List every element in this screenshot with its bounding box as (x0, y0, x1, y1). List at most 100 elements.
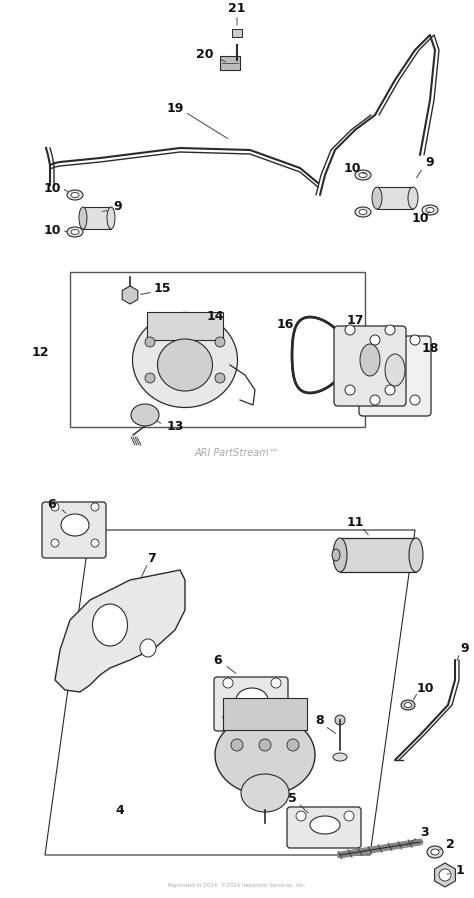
Ellipse shape (67, 227, 83, 237)
Text: 17: 17 (346, 313, 364, 327)
Text: 4: 4 (116, 804, 124, 816)
Bar (340, 538, 416, 572)
Text: 9: 9 (461, 641, 469, 655)
Ellipse shape (61, 514, 89, 536)
Ellipse shape (92, 604, 128, 646)
Circle shape (51, 503, 59, 511)
Ellipse shape (427, 846, 443, 858)
Text: 15: 15 (153, 283, 171, 295)
Text: 16: 16 (276, 319, 294, 331)
Ellipse shape (140, 639, 156, 657)
Circle shape (385, 385, 395, 395)
Text: 10: 10 (411, 212, 429, 224)
Text: 12: 12 (31, 347, 49, 359)
Ellipse shape (355, 207, 371, 217)
Text: 10: 10 (343, 162, 361, 174)
Text: 18: 18 (421, 341, 439, 355)
Circle shape (145, 373, 155, 383)
Text: 10: 10 (43, 224, 61, 236)
Ellipse shape (67, 190, 83, 200)
Text: 13: 13 (166, 419, 184, 433)
Text: 20: 20 (196, 48, 214, 61)
Ellipse shape (310, 816, 340, 834)
Bar (377, 187, 413, 209)
Polygon shape (55, 570, 185, 692)
Ellipse shape (236, 688, 268, 712)
Ellipse shape (241, 774, 289, 812)
Ellipse shape (133, 313, 237, 408)
Ellipse shape (401, 700, 415, 710)
Text: 6: 6 (214, 654, 222, 666)
Ellipse shape (422, 205, 438, 215)
Circle shape (344, 811, 354, 821)
Ellipse shape (355, 170, 371, 180)
Circle shape (370, 395, 380, 405)
Circle shape (335, 715, 345, 725)
Ellipse shape (404, 702, 411, 708)
Circle shape (91, 503, 99, 511)
Circle shape (51, 539, 59, 547)
Bar (232, 29, 242, 37)
Circle shape (259, 739, 271, 751)
Text: 11: 11 (346, 515, 364, 529)
Circle shape (345, 325, 355, 335)
Circle shape (439, 869, 451, 881)
Text: 9: 9 (426, 156, 434, 170)
Text: 19: 19 (166, 101, 184, 115)
Circle shape (410, 335, 420, 345)
FancyBboxPatch shape (334, 326, 406, 406)
Text: 3: 3 (421, 826, 429, 840)
Text: 5: 5 (288, 791, 296, 805)
Ellipse shape (107, 207, 115, 229)
Text: 2: 2 (446, 839, 455, 851)
Ellipse shape (131, 404, 159, 426)
Ellipse shape (215, 715, 315, 795)
FancyBboxPatch shape (287, 807, 361, 848)
Circle shape (271, 678, 281, 688)
Text: 9: 9 (114, 200, 122, 214)
Ellipse shape (333, 753, 347, 761)
Text: 7: 7 (147, 551, 156, 565)
Ellipse shape (409, 538, 423, 572)
Circle shape (215, 337, 225, 347)
Ellipse shape (333, 538, 347, 572)
FancyBboxPatch shape (42, 502, 106, 558)
Ellipse shape (385, 354, 405, 386)
Circle shape (231, 739, 243, 751)
Ellipse shape (359, 172, 367, 178)
FancyBboxPatch shape (214, 677, 288, 731)
Text: 8: 8 (316, 714, 324, 726)
Ellipse shape (71, 192, 79, 198)
Circle shape (345, 385, 355, 395)
Circle shape (223, 712, 233, 722)
Text: 10: 10 (43, 181, 61, 195)
Circle shape (296, 811, 306, 821)
Bar (223, 698, 307, 730)
Text: 10: 10 (416, 682, 434, 694)
Circle shape (271, 712, 281, 722)
Ellipse shape (426, 207, 434, 213)
Circle shape (223, 678, 233, 688)
Ellipse shape (71, 230, 79, 234)
Bar (83, 207, 111, 229)
Circle shape (410, 395, 420, 405)
Text: ARI PartStream™: ARI PartStream™ (195, 448, 279, 458)
Bar (147, 312, 223, 340)
Ellipse shape (360, 344, 380, 376)
Ellipse shape (431, 849, 439, 855)
Polygon shape (292, 317, 348, 393)
Circle shape (215, 373, 225, 383)
Text: 14: 14 (206, 311, 224, 323)
Ellipse shape (408, 187, 418, 209)
Circle shape (91, 539, 99, 547)
FancyBboxPatch shape (359, 336, 431, 416)
Ellipse shape (157, 339, 212, 391)
Bar (220, 56, 240, 70)
Circle shape (145, 337, 155, 347)
Ellipse shape (79, 207, 87, 229)
Text: 21: 21 (228, 2, 246, 14)
Circle shape (370, 335, 380, 345)
Ellipse shape (372, 187, 382, 209)
Ellipse shape (332, 549, 340, 561)
Text: 6: 6 (48, 498, 56, 512)
